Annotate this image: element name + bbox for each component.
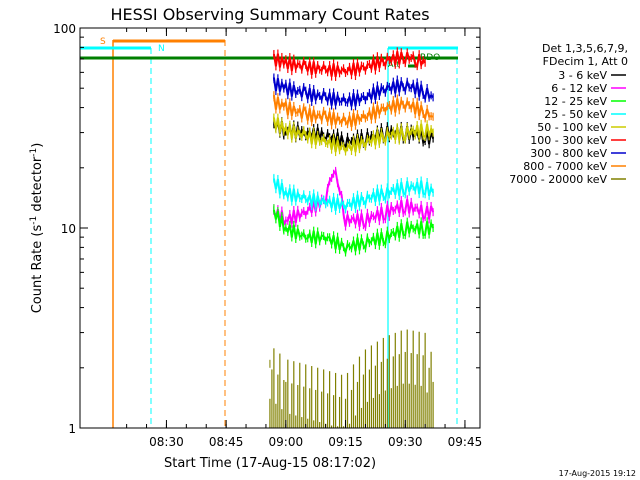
y-tick-label-0: 1 — [68, 422, 76, 436]
y-axis-label: Count Rate (s-1 detector-1) — [29, 143, 45, 314]
legend-label-2: 12 - 25 keV — [544, 95, 607, 108]
legend-label-1: 6 - 12 keV — [551, 82, 607, 95]
legend: Det 1,3,5,6,7,9,FDecim 1, Att 03 - 6 keV… — [509, 42, 628, 186]
series-4-line — [272, 117, 434, 155]
y-axis-label-main: Count Rate (s — [30, 225, 45, 314]
series-5 — [272, 47, 426, 81]
legend-label-6: 300 - 800 keV — [530, 147, 607, 160]
chart-title: HESSI Observing Summary Count Rates — [110, 5, 429, 24]
y-tick-label-2: 100 — [53, 22, 76, 36]
series-3 — [272, 173, 435, 215]
series-4 — [272, 113, 434, 157]
x-tick-label-1: 08:45 — [209, 435, 244, 449]
series-2-line — [272, 209, 435, 256]
series-2 — [272, 204, 435, 257]
plot-layer: S N RDO Att — [80, 37, 458, 428]
att-label: Att — [388, 60, 400, 69]
legend-label-8: 7000 - 20000 keV — [509, 173, 607, 186]
series-1-line — [272, 168, 435, 230]
series-6-line — [272, 77, 434, 107]
series-7-line — [272, 94, 434, 128]
legend-label-7: 800 - 7000 keV — [523, 160, 607, 173]
x-tick-label-5: 09:45 — [448, 435, 483, 449]
x-axis-label: Start Time (17-Aug-15 08:17:02) — [164, 456, 376, 471]
saa-label: S — [100, 37, 106, 47]
axes-layer: 08:30 08:45 09:00 09:15 09:30 09:45 1 10 100 — [53, 22, 482, 449]
y-axis-label-end: ) — [30, 143, 45, 148]
x-tick-label-2: 09:00 — [269, 435, 304, 449]
x-tick-label-3: 09:15 — [328, 435, 363, 449]
night-label: N — [158, 44, 165, 54]
y-tick-label-1: 10 — [61, 222, 76, 236]
series-7 — [272, 91, 434, 131]
footer-timestamp: 17-Aug-2015 19:12 — [559, 469, 636, 478]
rdo-label: RDO — [420, 53, 440, 63]
legend-header-1: FDecim 1, Att 0 — [543, 55, 628, 68]
series-5-line — [272, 51, 426, 78]
series-6 — [272, 73, 434, 111]
x-tick-label-4: 09:30 — [388, 435, 423, 449]
legend-label-0: 3 - 6 keV — [558, 69, 607, 82]
series-3-line — [272, 178, 435, 213]
legend-label-4: 50 - 100 keV — [537, 121, 607, 134]
legend-label-3: 25 - 50 keV — [544, 108, 607, 121]
legend-label-5: 100 - 300 keV — [530, 134, 607, 147]
y-axis-label-mid: detector — [30, 156, 45, 216]
y-axis-label-sup-2: -1 — [29, 148, 39, 157]
series-8 — [269, 329, 434, 428]
legend-header-0: Det 1,3,5,6,7,9, — [542, 42, 628, 55]
y-axis-label-sup-1: -1 — [29, 216, 39, 225]
x-tick-label-0: 08:30 — [149, 435, 184, 449]
